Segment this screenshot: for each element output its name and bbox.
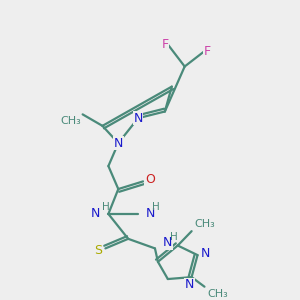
Text: O: O xyxy=(145,173,155,186)
Text: N: N xyxy=(163,236,172,249)
Text: CH₃: CH₃ xyxy=(60,116,81,126)
Text: H: H xyxy=(152,202,160,212)
Text: N: N xyxy=(201,247,210,260)
Text: H: H xyxy=(170,232,178,242)
Text: N: N xyxy=(134,112,143,125)
Text: N: N xyxy=(185,278,194,291)
Text: N: N xyxy=(91,207,101,220)
Text: H: H xyxy=(101,202,109,212)
Text: S: S xyxy=(94,244,103,257)
Text: CH₃: CH₃ xyxy=(195,219,215,229)
Text: F: F xyxy=(204,45,211,58)
Text: F: F xyxy=(161,38,168,51)
Text: CH₃: CH₃ xyxy=(208,289,228,298)
Text: N: N xyxy=(114,136,123,150)
Text: N: N xyxy=(146,207,155,220)
